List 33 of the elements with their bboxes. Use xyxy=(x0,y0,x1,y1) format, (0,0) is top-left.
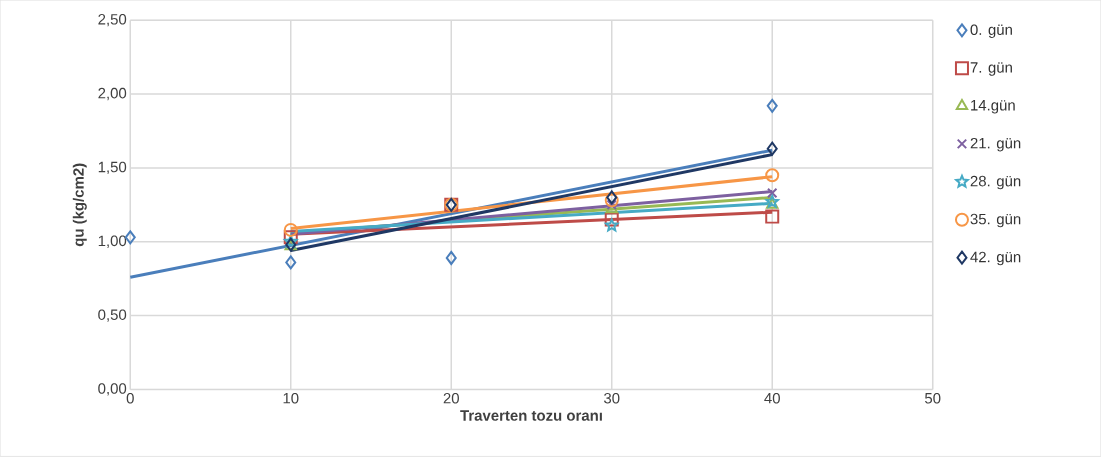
x-tick-label: 30 xyxy=(603,393,620,404)
point xyxy=(283,223,298,238)
x-tick-label: 40 xyxy=(764,393,780,404)
point xyxy=(766,99,778,114)
y-tick-label: 1,50 xyxy=(98,161,127,175)
x-tick-label: 10 xyxy=(283,393,299,404)
point xyxy=(766,141,778,156)
point xyxy=(765,168,780,183)
point xyxy=(604,212,619,227)
y-tick-label: 0,00 xyxy=(98,383,127,396)
point xyxy=(605,218,619,232)
point xyxy=(445,251,457,266)
y-axis-title: qu (kg/cm2) xyxy=(72,163,87,247)
legend-label: 7. gün xyxy=(970,62,1012,76)
legend-label: 35. gün xyxy=(970,213,1021,228)
x-axis-title: Traverten tozu oranı xyxy=(460,410,602,421)
legend-label: 21. gün xyxy=(970,138,1021,152)
y-tick-label: 0,50 xyxy=(98,309,127,322)
y-tick-label: 2,50 xyxy=(98,14,127,27)
legend-label: 0. gün xyxy=(970,24,1012,39)
y-tick-label: 2,00 xyxy=(98,88,127,101)
point xyxy=(285,255,297,270)
y-tick-label: 1,00 xyxy=(98,235,127,249)
point xyxy=(284,234,298,248)
legend-label: 42. gün xyxy=(970,251,1021,266)
point xyxy=(765,209,780,224)
point xyxy=(766,187,778,199)
x-tick-label: 50 xyxy=(925,393,941,404)
point xyxy=(283,230,298,245)
legend-label: 28. gün xyxy=(970,175,1021,190)
legend-label: 14.gün xyxy=(971,100,1015,114)
x-tick-label: 0 xyxy=(126,393,134,404)
x-tick-label: 20 xyxy=(443,393,459,404)
